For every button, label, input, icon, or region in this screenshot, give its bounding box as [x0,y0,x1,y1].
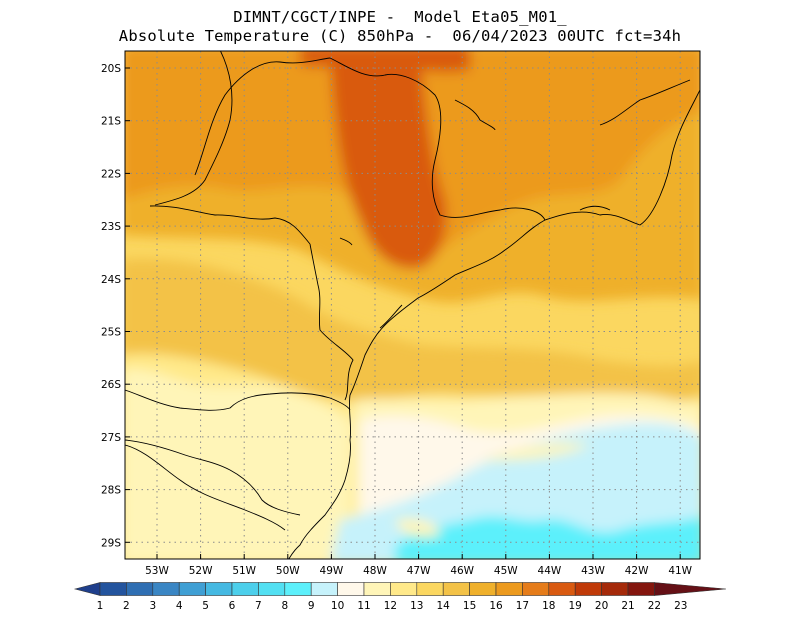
colorbar-swatch [442,582,470,596]
temperature-field [125,51,700,559]
colorbar-label: 10 [331,600,344,612]
colorbar-label: 11 [357,600,370,612]
colorbar-label: 14 [437,600,451,612]
colorbar-swatch [310,582,338,596]
colorbar-label: 17 [516,600,529,612]
colorbar-label: 6 [229,600,236,612]
lon-label: 47W [407,565,431,577]
lon-label: 45W [494,565,518,577]
colorbar-swatch [469,582,497,596]
colorbar-label: 16 [489,600,503,612]
colorbar-swatch [495,582,523,596]
lon-label: 49W [320,565,344,577]
lat-label: 29S [101,537,121,549]
colorbar-label: 1 [97,600,104,612]
longitude-labels: 53W 52W 51W 50W 49W 48W 47W 46W 45W 44W 43W 42W 41W [145,554,693,577]
lon-label: 41W [668,565,692,577]
lat-lon-grid [125,51,700,559]
colorbar-label: 23 [674,600,687,612]
colorbar-label: 4 [176,600,183,612]
colorbar-swatch [178,582,206,596]
colorbar-label: 22 [648,600,661,612]
colorbar-label: 20 [595,600,608,612]
colorbar-swatch [152,582,180,596]
map-title-line-1: DIMNT/CGCT/INPE - Model Eta05_M01_ [233,8,567,26]
colorbar-swatch [522,582,550,596]
colorbar-swatch [390,582,418,596]
colorbar-label: 13 [410,600,423,612]
lat-label: 21S [101,116,121,128]
colorbar-arrow-left [73,582,101,596]
colorbar-label: 12 [384,600,397,612]
lon-label: 43W [581,565,605,577]
colorbar-swatch [231,582,259,596]
colorbar-label: 8 [281,600,288,612]
lon-label: 51W [232,565,256,577]
lon-label: 46W [450,565,474,577]
colorbar-label: 9 [308,600,315,612]
colorbar-swatch [284,582,312,596]
lon-label: 44W [538,565,562,577]
colorbar-swatch [258,582,286,596]
colorbar-swatch [601,582,629,596]
colorbar-label: 2 [123,600,130,612]
map-title-line-2: Absolute Temperature (C) 850hPa - 06/04/… [118,27,682,45]
lon-label: 42W [625,565,649,577]
lat-label: 20S [101,63,121,75]
colorbar-swatch [627,582,655,596]
colorbar-swatch [363,582,391,596]
coastline-borders [125,51,700,559]
colorbar-swatch [99,582,127,596]
latitude-labels: 20S 21S 22S 23S 24S 25S 26S 27S 28S 29S [101,63,130,549]
colorbar-label: 21 [621,600,634,612]
lat-label: 25S [101,327,121,339]
lat-label: 22S [101,168,121,180]
colorbar-swatch [205,582,233,596]
lon-label: 52W [189,565,213,577]
map-frame [124,50,701,560]
colorbar-swatch [126,582,154,596]
lat-label: 28S [101,485,121,497]
colorbar-label: 5 [202,600,209,612]
colorbar-swatch [548,582,576,596]
colorbar-swatch [574,582,602,596]
lat-label: 26S [101,379,121,391]
lat-label: 27S [101,432,121,444]
colorbar-swatch [416,582,444,596]
colorbar-label: 19 [569,600,582,612]
lon-label: 48W [363,565,387,577]
colorbar-label: 18 [542,600,555,612]
lon-label: 50W [276,565,300,577]
colorbar: 1 2 3 4 5 6 7 8 9 10 11 12 13 14 15 16 17 18 19 20 21 22 23 [73,582,727,612]
colorbar-swatch [337,582,365,596]
colorbar-label: 3 [149,600,156,612]
colorbar-label: 7 [255,600,262,612]
colorbar-label: 15 [463,600,476,612]
lat-label: 23S [101,221,121,233]
lat-label: 24S [101,274,121,286]
colorbar-arrow-right [654,582,727,596]
lon-label: 53W [145,565,169,577]
